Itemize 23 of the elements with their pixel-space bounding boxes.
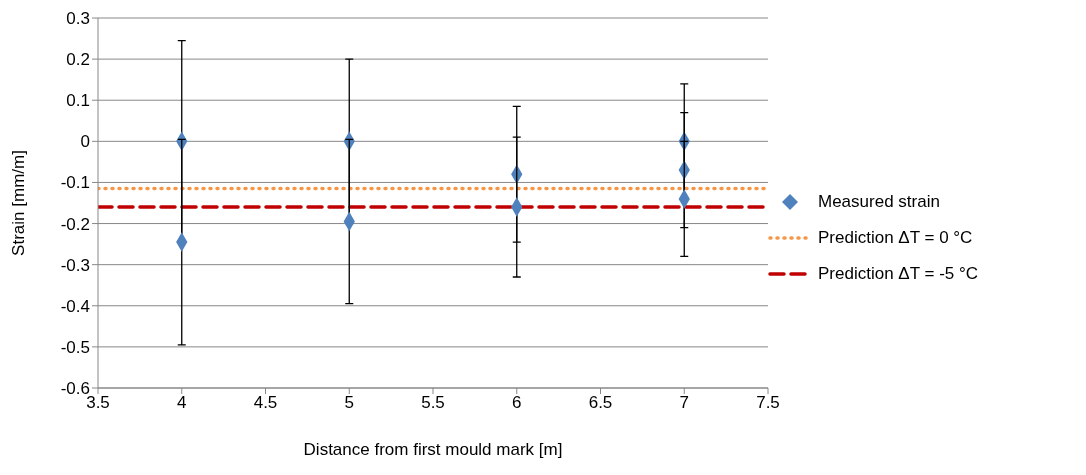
legend-label: Prediction ΔT = 0 °C [818, 228, 973, 248]
legend-label: Prediction ΔT = -5 °C [818, 264, 979, 284]
x-tick-label: 7 [679, 393, 689, 413]
y-tick-label: 0.1 [66, 91, 90, 111]
x-tick-label: 6.5 [588, 393, 613, 413]
y-axis-title: Strain [mm/m] [9, 150, 29, 256]
x-tick-label: 4.5 [253, 393, 278, 413]
y-tick-label: -0.2 [60, 214, 90, 234]
y-tick-label: -0.4 [60, 296, 90, 316]
y-tick-label: 0 [80, 132, 90, 152]
x-tick-label: 4 [177, 393, 187, 413]
y-tick-label: 0.3 [66, 9, 90, 29]
x-axis-title: Distance from first mould mark [m] [303, 440, 563, 460]
x-tick-label: 5.5 [421, 393, 445, 413]
x-tick-label: 6 [512, 393, 522, 413]
y-tick-label: -0.3 [60, 255, 90, 275]
y-tick-label: -0.1 [60, 173, 90, 193]
y-tick-label: 0.2 [66, 50, 90, 70]
x-tick-label: 3.5 [86, 393, 110, 413]
x-tick-label: 5 [344, 393, 354, 413]
legend-label: Measured strain [818, 192, 940, 212]
x-tick-label: 7.5 [756, 393, 780, 413]
y-tick-label: -0.5 [60, 337, 90, 357]
